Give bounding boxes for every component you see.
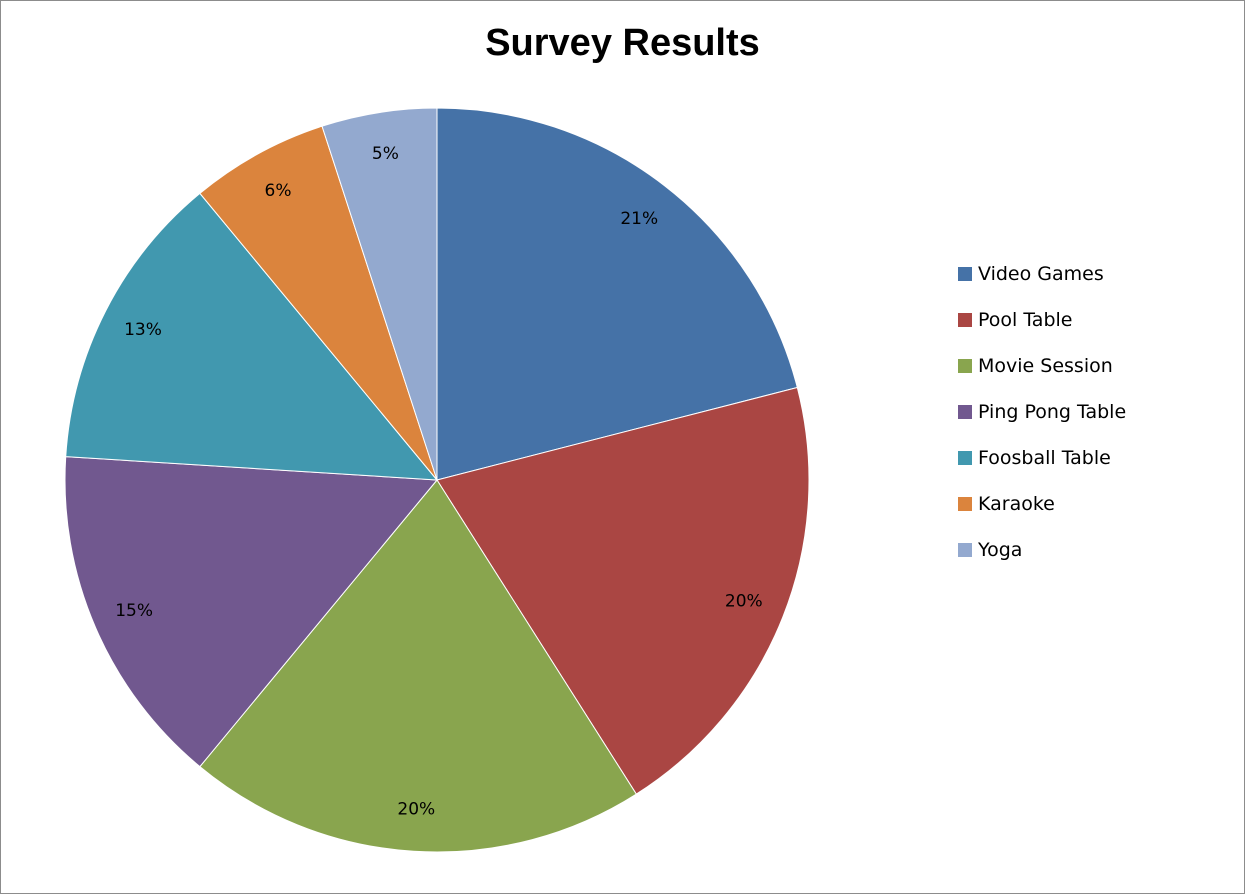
legend-label: Movie Session [978,355,1113,377]
data-label-video-games: 21% [620,209,658,229]
legend-item-movie-session: Movie Session [958,354,1126,400]
legend-swatch [958,451,972,465]
legend-item-yoga: Yoga [958,538,1126,584]
data-label-karaoke: 6% [265,181,292,201]
data-label-ping-pong-table: 15% [115,601,153,621]
chart-title: Survey Results [485,22,760,64]
legend-swatch [958,543,972,557]
pie-slice-movie-session [199,479,638,853]
pie-slice-yoga [321,107,438,481]
pie-slice-foosball-table [65,192,439,481]
pie-slice-video-games [436,107,798,481]
legend-label: Yoga [978,539,1023,561]
legend-swatch [958,313,972,327]
pie-slice-ping-pong-table [64,456,439,768]
data-label-yoga: 5% [372,144,399,164]
legend-label: Pool Table [978,309,1073,331]
legend-swatch [958,267,972,281]
legend-swatch [958,405,972,419]
legend: Video Games Pool Table Movie Session Ping P… [958,262,1126,584]
data-label-movie-session: 20% [397,799,435,819]
legend-item-karaoke: Karaoke [958,492,1126,538]
legend-swatch [958,497,972,511]
legend-item-pool-table: Pool Table [958,308,1126,354]
legend-item-ping-pong-table: Ping Pong Table [958,400,1126,446]
legend-label: Video Games [978,263,1104,285]
legend-item-foosball-table: Foosball Table [958,446,1126,492]
legend-swatch [958,359,972,373]
pie-slice-pool-table [436,386,810,795]
pie-slice-karaoke [199,125,438,481]
legend-item-video-games: Video Games [958,262,1126,308]
data-label-foosball-table: 13% [124,320,162,340]
legend-label: Foosball Table [978,447,1111,469]
legend-label: Karaoke [978,493,1055,515]
data-label-pool-table: 20% [725,591,763,611]
legend-label: Ping Pong Table [978,401,1127,423]
